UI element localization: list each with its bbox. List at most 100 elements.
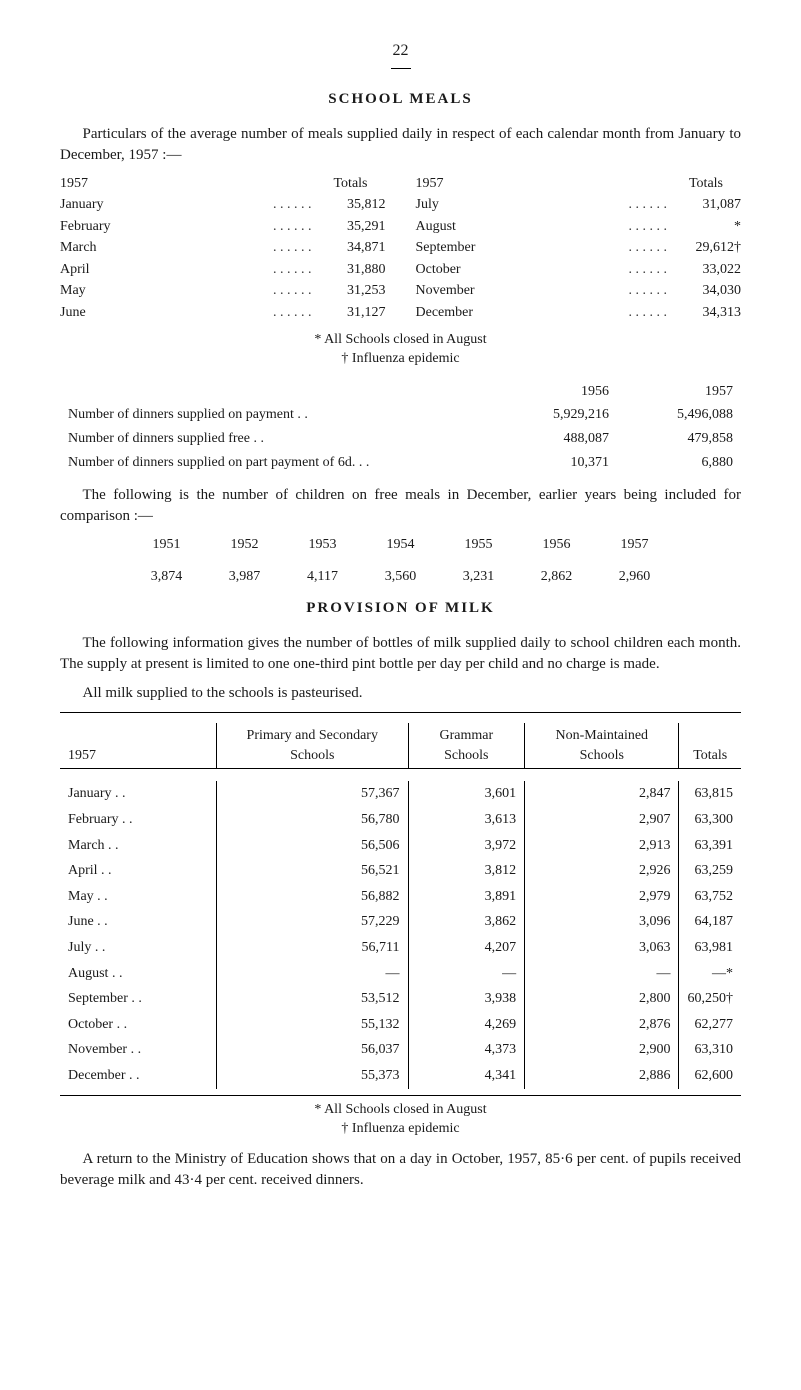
month-row: May. . . . . .31,253 — [60, 280, 386, 302]
month-label: October — [416, 260, 625, 280]
milk-nonmaintained: 2,800 — [525, 986, 679, 1012]
milk-month: June . . — [60, 909, 217, 935]
free-meals-year: 1955 — [454, 535, 504, 555]
milk-total: 60,250† — [679, 986, 741, 1012]
month-row: December. . . . . .34,313 — [416, 302, 742, 324]
milk-total: 63,752 — [679, 884, 741, 910]
month-label: June — [60, 303, 269, 323]
free-meals-years-row: 1951195219531954195519561957 — [60, 535, 741, 555]
dinners-row: Number of dinners supplied free . .488,0… — [62, 428, 739, 450]
milk-grammar: — — [408, 961, 525, 987]
milk-row: February . .56,7803,6132,90763,300 — [60, 807, 741, 833]
milk-grammar: 4,207 — [408, 935, 525, 961]
milk-table-bottom-rule — [60, 1095, 741, 1096]
year-label-right: 1957 — [416, 174, 672, 194]
month-label: January — [60, 195, 269, 215]
month-row: March. . . . . .34,871 — [60, 237, 386, 259]
month-value: 34,871 — [316, 238, 386, 258]
milk-col-primary: Primary and Secondary Schools — [217, 723, 409, 769]
milk-grammar: 3,812 — [408, 858, 525, 884]
milk-month: September . . — [60, 986, 217, 1012]
dinners-row: Number of dinners supplied on payment . … — [62, 404, 739, 426]
leader-dots: . . . . . . — [269, 238, 316, 258]
month-label: December — [416, 303, 625, 323]
milk-primary: 53,512 — [217, 986, 409, 1012]
dinners-row: Number of dinners supplied on part payme… — [62, 452, 739, 474]
month-label: May — [60, 281, 269, 301]
milk-para-1: The following information gives the numb… — [60, 633, 741, 675]
milk-primary: 56,780 — [217, 807, 409, 833]
milk-nonmaintained: 2,979 — [525, 884, 679, 910]
dinners-1957: 479,858 — [617, 428, 739, 450]
month-value: 33,022 — [671, 260, 741, 280]
milk-grammar: 4,269 — [408, 1012, 525, 1038]
milk-month: February . . — [60, 807, 217, 833]
free-meals-year: 1957 — [610, 535, 660, 555]
month-label: July — [416, 195, 625, 215]
milk-total: 63,981 — [679, 935, 741, 961]
dinners-label: Number of dinners supplied on payment . … — [62, 404, 491, 426]
month-value: 31,880 — [316, 260, 386, 280]
milk-row: July . .56,7114,2073,06363,981 — [60, 935, 741, 961]
milk-total: 62,277 — [679, 1012, 741, 1038]
milk-col-year: 1957 — [60, 723, 217, 769]
month-row: October. . . . . .33,022 — [416, 259, 742, 281]
milk-primary: 57,229 — [217, 909, 409, 935]
milk-row: April . .56,5213,8122,92663,259 — [60, 858, 741, 884]
month-value: * — [671, 217, 741, 237]
totals-label-left: Totals — [316, 174, 386, 194]
milk-nonmaintained: 2,913 — [525, 833, 679, 859]
milk-primary: 55,132 — [217, 1012, 409, 1038]
milk-row: January . .57,3673,6012,84763,815 — [60, 781, 741, 807]
dinners-table: 1956 1957 Number of dinners supplied on … — [60, 379, 741, 475]
milk-nonmaintained: 3,063 — [525, 935, 679, 961]
month-value: 35,291 — [316, 217, 386, 237]
leader-dots: . . . . . . — [269, 217, 316, 237]
free-meals-value: 3,987 — [220, 567, 270, 587]
page-number: 22 — [60, 40, 741, 62]
milk-total: 62,600 — [679, 1063, 741, 1089]
month-row: July. . . . . .31,087 — [416, 194, 742, 216]
dinners-1957: 6,880 — [617, 452, 739, 474]
milk-total: —* — [679, 961, 741, 987]
leader-dots: . . . . . . — [625, 281, 672, 301]
milk-col-grammar: Grammar Schools — [408, 723, 525, 769]
free-meals-year: 1951 — [142, 535, 192, 555]
free-meals-value: 2,862 — [532, 567, 582, 587]
milk-row: March . .56,5063,9722,91363,391 — [60, 833, 741, 859]
milk-primary: 56,506 — [217, 833, 409, 859]
milk-total: 63,300 — [679, 807, 741, 833]
milk-month: May . . — [60, 884, 217, 910]
month-row: April. . . . . .31,880 — [60, 259, 386, 281]
milk-grammar: 4,341 — [408, 1063, 525, 1089]
milk-total: 63,391 — [679, 833, 741, 859]
leader-dots: . . . . . . — [625, 238, 672, 258]
month-row: September. . . . . .29,612† — [416, 237, 742, 259]
milk-nonmaintained: 2,876 — [525, 1012, 679, 1038]
milk-primary: 56,521 — [217, 858, 409, 884]
milk-month: April . . — [60, 858, 217, 884]
section-title-milk: PROVISION OF MILK — [60, 598, 741, 619]
meals-footnotes: * All Schools closed in August † Influen… — [60, 330, 741, 369]
month-label: April — [60, 260, 269, 280]
leader-dots: . . . . . . — [625, 217, 672, 237]
milk-nonmaintained: 2,926 — [525, 858, 679, 884]
free-meals-year: 1953 — [298, 535, 348, 555]
milk-table: 1957 Primary and Secondary Schools Gramm… — [60, 723, 741, 1088]
footnote-schools-closed: * All Schools closed in August — [60, 330, 741, 350]
milk-grammar: 4,373 — [408, 1037, 525, 1063]
milk-para-2: All milk supplied to the schools is past… — [60, 683, 741, 704]
page-number-underline — [391, 68, 411, 69]
month-label: September — [416, 238, 625, 258]
dinners-header-1956: 1956 — [493, 381, 615, 403]
milk-grammar: 3,862 — [408, 909, 525, 935]
milk-month: November . . — [60, 1037, 217, 1063]
month-value: 35,812 — [316, 195, 386, 215]
month-label: August — [416, 217, 625, 237]
milk-row: October . .55,1324,2692,87662,277 — [60, 1012, 741, 1038]
month-value: 29,612† — [671, 238, 741, 258]
leader-dots: . . . . . . — [625, 303, 672, 323]
month-label: February — [60, 217, 269, 237]
milk-month: July . . — [60, 935, 217, 961]
milk-primary: 57,367 — [217, 781, 409, 807]
